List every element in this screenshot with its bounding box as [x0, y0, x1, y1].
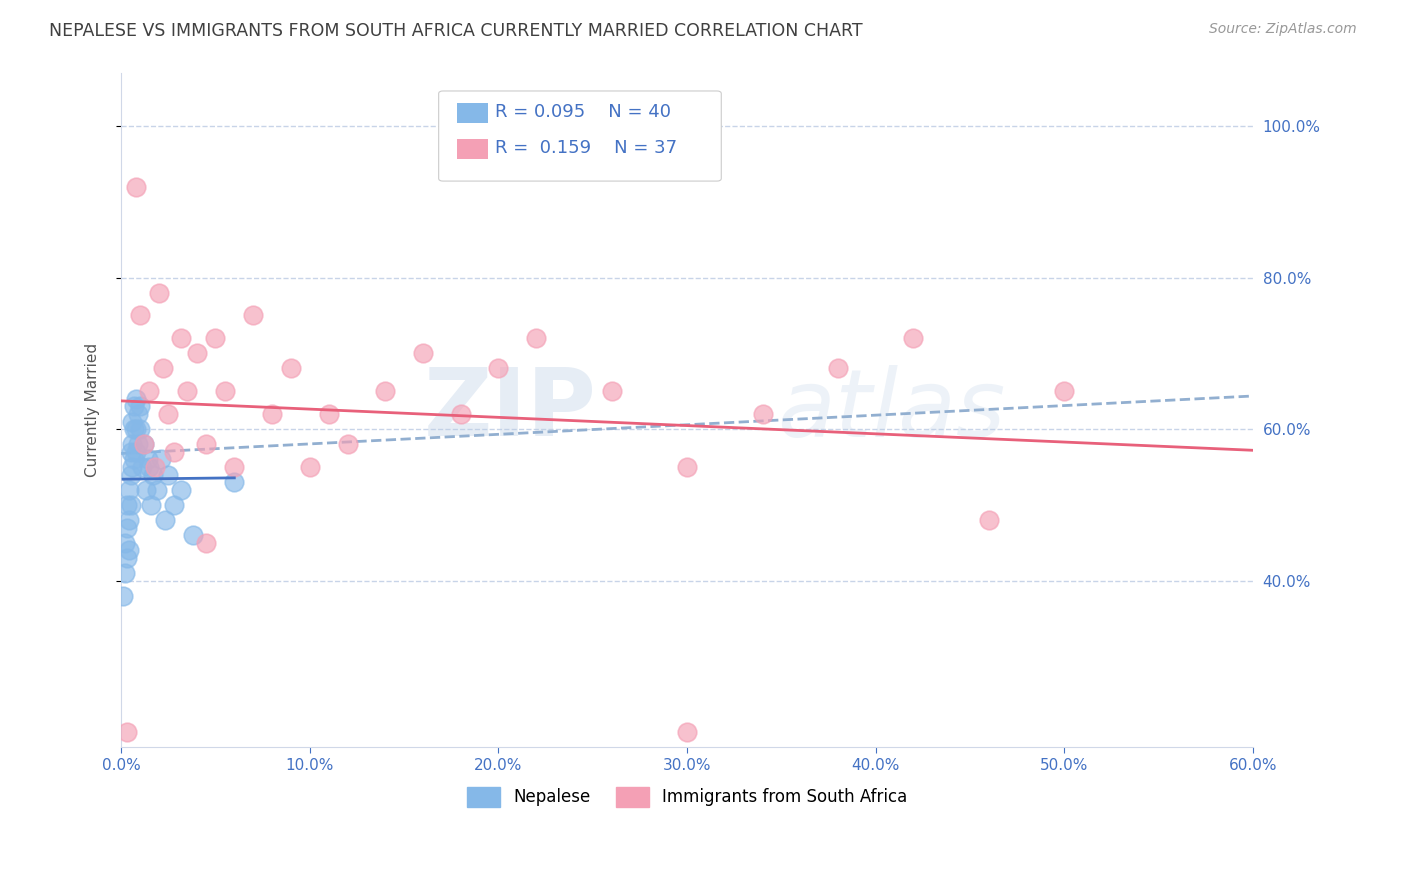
- Point: [195, 437, 218, 451]
- Point: [120, 445, 142, 459]
- Point: [524, 331, 547, 345]
- Point: [121, 460, 143, 475]
- Point: [118, 483, 141, 497]
- Point: [138, 384, 160, 399]
- Point: [121, 415, 143, 429]
- Point: [903, 331, 925, 345]
- Point: [125, 422, 148, 436]
- Point: [125, 445, 148, 459]
- Point: [676, 460, 699, 475]
- Point: [176, 384, 198, 399]
- Text: R =  0.159    N = 37: R = 0.159 N = 37: [495, 139, 678, 157]
- Text: NEPALESE VS IMMIGRANTS FROM SOUTH AFRICA CURRENTLY MARRIED CORRELATION CHART: NEPALESE VS IMMIGRANTS FROM SOUTH AFRICA…: [49, 22, 863, 40]
- Point: [136, 452, 159, 467]
- Point: [121, 437, 143, 451]
- Point: [751, 407, 773, 421]
- Point: [318, 407, 340, 421]
- Legend: Nepalese, Immigrants from South Africa: Nepalese, Immigrants from South Africa: [460, 780, 914, 814]
- Point: [135, 483, 157, 497]
- Text: Source: ZipAtlas.com: Source: ZipAtlas.com: [1209, 22, 1357, 37]
- Point: [129, 422, 152, 436]
- Point: [827, 361, 849, 376]
- Point: [149, 452, 172, 467]
- Point: [152, 361, 174, 376]
- Point: [224, 460, 246, 475]
- Point: [977, 513, 1000, 527]
- Point: [280, 361, 302, 376]
- Point: [142, 467, 165, 482]
- Point: [157, 467, 180, 482]
- Point: [125, 392, 148, 406]
- Point: [450, 407, 472, 421]
- Point: [118, 543, 141, 558]
- Point: [124, 452, 146, 467]
- Point: [298, 460, 321, 475]
- Point: [163, 498, 186, 512]
- Point: [186, 346, 208, 360]
- Point: [600, 384, 623, 399]
- Point: [224, 475, 246, 490]
- Text: ZIP: ZIP: [423, 364, 596, 456]
- Point: [127, 407, 149, 421]
- Point: [148, 285, 170, 300]
- Point: [120, 498, 142, 512]
- Point: [120, 467, 142, 482]
- Point: [132, 437, 155, 451]
- Point: [412, 346, 434, 360]
- Point: [127, 437, 149, 451]
- Point: [115, 520, 138, 534]
- Point: [146, 483, 169, 497]
- Text: atlas: atlas: [778, 365, 1005, 456]
- Point: [132, 437, 155, 451]
- Point: [115, 498, 138, 512]
- Point: [131, 460, 153, 475]
- Point: [115, 550, 138, 565]
- Point: [374, 384, 396, 399]
- Point: [114, 535, 136, 549]
- Point: [1053, 384, 1076, 399]
- Point: [163, 445, 186, 459]
- Point: [204, 331, 226, 345]
- Point: [124, 422, 146, 436]
- Y-axis label: Currently Married: Currently Married: [86, 343, 100, 477]
- Point: [153, 513, 176, 527]
- Point: [170, 483, 193, 497]
- Point: [111, 589, 134, 603]
- Point: [195, 535, 218, 549]
- Point: [125, 179, 148, 194]
- Point: [143, 460, 166, 475]
- Point: [124, 400, 146, 414]
- Point: [170, 331, 193, 345]
- Point: [114, 566, 136, 580]
- Point: [138, 460, 160, 475]
- Text: R = 0.095    N = 40: R = 0.095 N = 40: [495, 103, 671, 121]
- Point: [242, 309, 264, 323]
- Point: [676, 725, 699, 739]
- Point: [486, 361, 509, 376]
- Point: [157, 407, 180, 421]
- Point: [214, 384, 236, 399]
- Point: [260, 407, 283, 421]
- Point: [336, 437, 359, 451]
- Point: [115, 725, 138, 739]
- Point: [129, 309, 152, 323]
- Point: [181, 528, 204, 542]
- Point: [141, 498, 163, 512]
- Point: [118, 513, 141, 527]
- Point: [129, 400, 152, 414]
